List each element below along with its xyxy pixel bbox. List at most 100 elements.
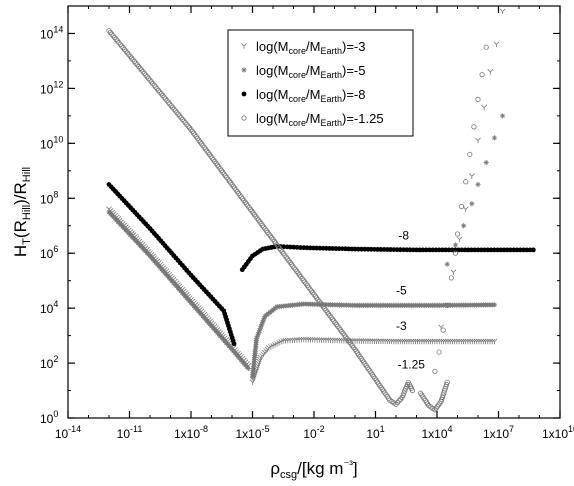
data-point bbox=[491, 135, 497, 141]
data-point bbox=[447, 338, 454, 345]
data-point bbox=[305, 336, 312, 343]
data-point bbox=[475, 96, 481, 102]
data-point bbox=[410, 338, 417, 345]
data-point bbox=[462, 338, 469, 345]
data-point bbox=[445, 338, 451, 345]
data-point bbox=[390, 338, 397, 345]
x-tick-label: 1x104 bbox=[421, 424, 452, 441]
data-point bbox=[289, 337, 296, 344]
data-point bbox=[450, 269, 457, 276]
data-point bbox=[307, 337, 314, 343]
data-point bbox=[444, 302, 450, 308]
data-point bbox=[397, 338, 404, 345]
data-point bbox=[369, 338, 376, 344]
data-point bbox=[316, 337, 323, 343]
series-4 bbox=[106, 28, 489, 413]
data-point bbox=[456, 236, 463, 243]
data-point bbox=[284, 337, 291, 344]
data-point bbox=[393, 401, 399, 407]
data-point bbox=[479, 72, 485, 78]
data-point bbox=[487, 69, 494, 75]
legend-marker bbox=[241, 91, 247, 97]
data-point bbox=[354, 338, 361, 344]
data-point bbox=[458, 203, 465, 210]
data-point bbox=[312, 337, 318, 343]
y-tick-label: 102 bbox=[40, 354, 58, 371]
data-point bbox=[303, 336, 309, 343]
data-point bbox=[356, 338, 363, 344]
data-point bbox=[393, 338, 399, 345]
data-point bbox=[493, 41, 500, 48]
legend-marker bbox=[241, 43, 247, 49]
data-point bbox=[499, 8, 506, 15]
data-point bbox=[362, 338, 369, 344]
legend: log(Mcore/MEarth)=-3 log(Mcore/MEarth)=-5… bbox=[227, 29, 414, 137]
data-point bbox=[461, 223, 467, 229]
data-point bbox=[463, 179, 469, 185]
data-point bbox=[401, 338, 408, 345]
data-point bbox=[475, 137, 481, 144]
data-point bbox=[338, 337, 345, 344]
legend-entry: log(Mcore/MEarth)=-3 bbox=[256, 39, 365, 56]
plot-area bbox=[106, 8, 536, 413]
data-point bbox=[484, 338, 491, 345]
data-point bbox=[434, 338, 440, 345]
data-point bbox=[352, 338, 358, 344]
data-point bbox=[453, 338, 460, 345]
data-point bbox=[261, 315, 267, 321]
data-point bbox=[325, 337, 332, 343]
data-point bbox=[483, 159, 489, 166]
data-point bbox=[487, 338, 493, 345]
data-point bbox=[416, 338, 423, 345]
data-point bbox=[489, 338, 496, 345]
data-point bbox=[298, 336, 305, 343]
data-point bbox=[398, 396, 404, 402]
data-point bbox=[406, 338, 412, 345]
data-point bbox=[451, 338, 458, 345]
y-tick-label: 104 bbox=[40, 299, 58, 316]
data-point bbox=[254, 333, 260, 339]
series-annotation: -1.25 bbox=[398, 358, 426, 372]
data-point bbox=[448, 275, 454, 281]
data-point bbox=[300, 336, 307, 343]
data-point bbox=[388, 338, 395, 345]
data-point bbox=[432, 368, 438, 374]
data-point bbox=[378, 338, 384, 345]
data-point bbox=[259, 319, 266, 325]
data-point bbox=[480, 338, 487, 345]
data-point bbox=[360, 338, 367, 344]
x-axis: 10-14 10-11 1x10-8 1x10-5 10-2 101 1x104 1x107 1… bbox=[55, 6, 574, 441]
data-point bbox=[296, 337, 303, 343]
data-point bbox=[481, 104, 488, 111]
data-point bbox=[409, 387, 415, 394]
data-point bbox=[395, 338, 402, 345]
data-point bbox=[408, 338, 414, 345]
data-point bbox=[327, 337, 334, 344]
data-point bbox=[375, 338, 382, 345]
data-point bbox=[318, 337, 325, 343]
y-tick-label: 106 bbox=[40, 244, 58, 261]
x-tick-label: 10-14 bbox=[55, 424, 81, 441]
data-point bbox=[440, 338, 447, 345]
series-annotation: -8 bbox=[398, 228, 409, 242]
data-point bbox=[373, 338, 380, 344]
data-point bbox=[294, 337, 300, 343]
data-point bbox=[449, 338, 456, 345]
y-axis-label: HT(RHill)/RHill bbox=[11, 167, 33, 257]
data-point bbox=[380, 338, 386, 345]
data-point bbox=[323, 337, 329, 343]
data-point bbox=[257, 325, 263, 331]
series-annotation: -5 bbox=[396, 283, 407, 297]
data-point bbox=[365, 338, 371, 344]
data-point bbox=[443, 381, 450, 388]
data-point bbox=[414, 338, 421, 345]
y-tick-label: 1014 bbox=[40, 24, 63, 41]
data-point bbox=[429, 338, 436, 345]
data-point bbox=[255, 331, 261, 337]
series-3 bbox=[106, 182, 536, 347]
y-axis: 100 102 104 106 108 1010 1012 1014 bbox=[40, 5, 560, 426]
data-point bbox=[314, 337, 321, 343]
data-point bbox=[280, 338, 287, 344]
data-point bbox=[371, 338, 378, 344]
